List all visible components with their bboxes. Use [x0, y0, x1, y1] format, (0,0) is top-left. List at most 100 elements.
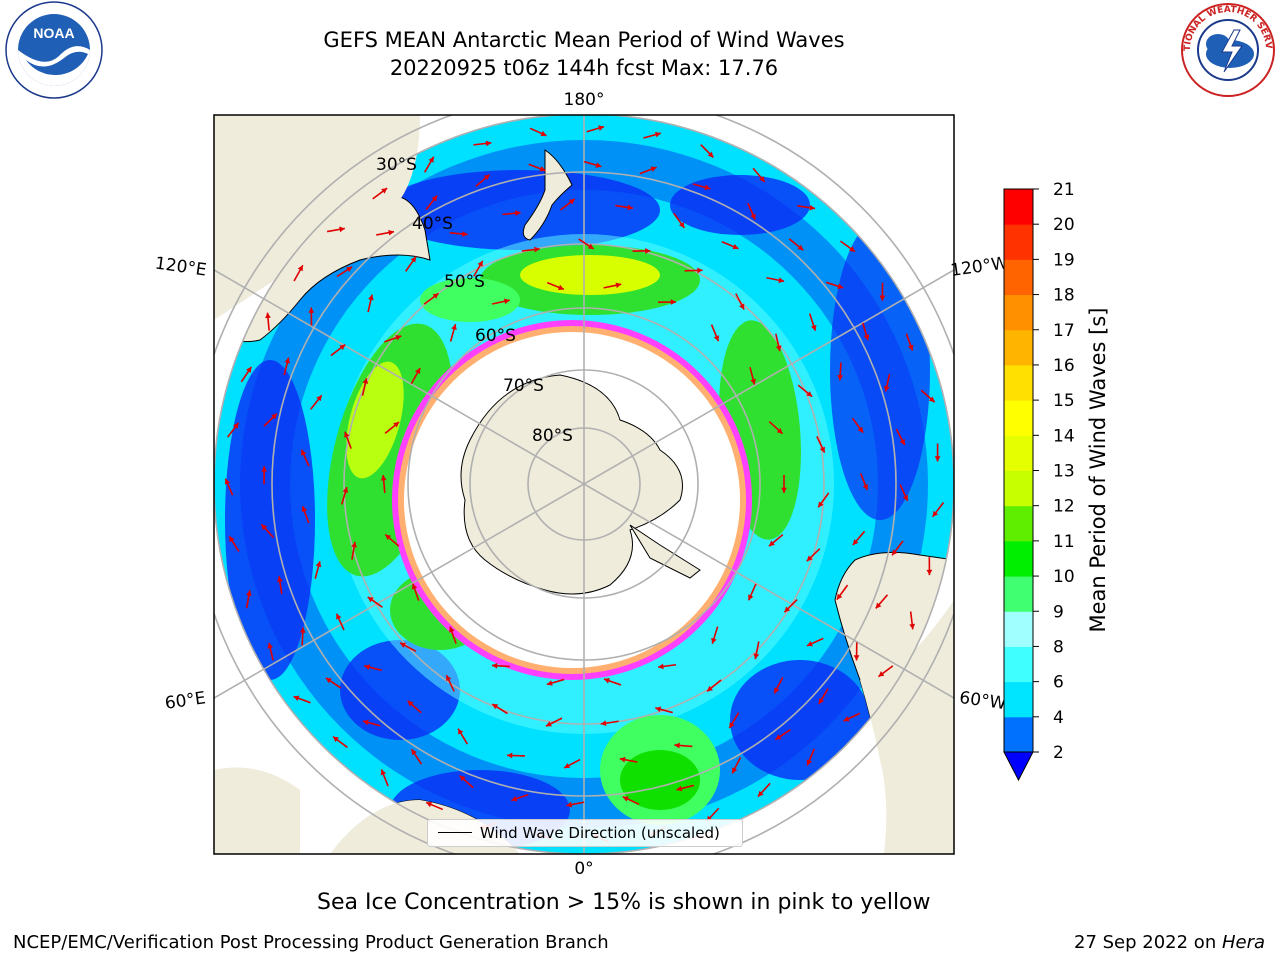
wind-arrow-head [301, 449, 307, 456]
wind-arrow-head [344, 431, 350, 438]
colorbar-tick-label: 8 [1053, 637, 1064, 657]
wind-arrow-head [818, 698, 825, 705]
wind-arrow-head [750, 378, 756, 385]
wind-arrow-head [315, 561, 322, 568]
wind-arrow-head [415, 367, 421, 374]
wind-arrow-head [902, 494, 909, 501]
wind-arrow-head [277, 576, 283, 582]
lon-label-180: 180° [564, 90, 605, 110]
lon-label-120e: 120°E [154, 254, 208, 281]
lat-label-40s: 40°S [412, 214, 453, 234]
wind-arrow-head [837, 283, 844, 289]
wind-arrow-head [862, 484, 869, 491]
wind-arrow-head [308, 307, 315, 313]
colorbar-segment [1004, 646, 1033, 683]
colorbar-tick-label: 4 [1053, 708, 1064, 728]
colorbar-tick-label: 11 [1053, 532, 1075, 552]
wind-arrow-head [449, 626, 455, 633]
wind-arrow-head [836, 593, 843, 600]
lat-label-50s: 50°S [444, 272, 485, 292]
wind-arrow-head [768, 540, 775, 547]
wind-arrow-head [704, 184, 711, 191]
wind-arrow-head [299, 627, 306, 633]
chart-title: GEFS MEAN Antarctic Mean Period of Wind … [323, 28, 845, 52]
wind-arrow-head [650, 166, 657, 172]
wind-arrow-head [774, 687, 780, 694]
wind-arrow-head [711, 637, 717, 644]
wind-arrow-head [837, 375, 844, 381]
wind-arrow-head [351, 541, 357, 548]
wind-arrow-head [346, 266, 353, 273]
wind-arrow-head [477, 260, 483, 267]
wind-arrow-head [892, 549, 898, 556]
colorbar-tick-label: 13 [1053, 462, 1075, 482]
wind-arrow-head [852, 539, 859, 545]
wind-arrow-head [654, 131, 661, 138]
wind-arrow-head [878, 671, 885, 677]
colorbar-segment [1004, 540, 1033, 577]
wind-arrow-head [875, 602, 882, 609]
wind-arrow-head [843, 716, 850, 722]
wind-arrow-head [926, 569, 933, 576]
wind-arrow-head [806, 759, 812, 766]
colorbar-tick-label: 16 [1053, 356, 1075, 376]
wind-arrow-head [806, 391, 813, 397]
colorbar-tick-label: 15 [1053, 391, 1075, 411]
wind-arrow-head [428, 156, 434, 163]
wind-arrow-head [459, 775, 466, 782]
wind-arrow-head [362, 719, 369, 726]
wind-arrow-head [393, 421, 400, 428]
wind-arrow-head [568, 199, 575, 205]
wind-arrow-head [411, 749, 417, 756]
wind-arrow-head [407, 700, 414, 707]
wind-arrow-head [849, 246, 856, 252]
wind-arrow-head [342, 487, 349, 493]
footer-credit: NCEP/EMC/Verification Post Processing Pr… [13, 932, 609, 953]
wind-arrow-head [806, 555, 813, 562]
colorbar-segment [1004, 611, 1033, 647]
wind-arrow-head [806, 641, 813, 647]
ice-note: Sea Ice Concentration > 15% is shown in … [317, 890, 931, 915]
wind-arrow-head [368, 294, 374, 301]
wind-arrow-head [853, 655, 860, 661]
wind-arrow-head [546, 680, 553, 686]
wind-arrow-head [380, 475, 387, 481]
wind-arrow-head [759, 176, 765, 182]
colorbar-segment [1004, 470, 1033, 507]
lon-label-0: 0° [574, 859, 593, 879]
wind-arrow-head [748, 594, 754, 601]
colorbar-tick-label: 20 [1053, 215, 1075, 235]
colorbar-tick-label: 2 [1053, 743, 1064, 763]
wind-arrow-head [899, 439, 905, 446]
wind-arrow-head [545, 721, 552, 727]
wind-arrow-head [246, 590, 252, 597]
nws-logo-icon: NATIONAL WEATHER SERVICE [1178, 2, 1275, 97]
wind-arrow-head [515, 210, 521, 216]
wind-arrow-head [707, 685, 713, 692]
wind-arrow-head [603, 678, 610, 684]
wind-arrow-head [316, 395, 322, 402]
wind-arrow-head [566, 801, 573, 808]
wind-arrow-head [797, 244, 804, 251]
wind-arrow-head [388, 229, 394, 236]
wind-arrow-head [507, 752, 513, 759]
wind-arrow-head [431, 195, 438, 202]
colorbar-tick-label: 10 [1053, 567, 1075, 587]
wind-arrow-head [539, 166, 546, 172]
wind-arrow-head [399, 642, 406, 648]
wind-arrow-head [595, 162, 602, 168]
footer-date: 27 Sep 2022 on Hera [1074, 932, 1265, 953]
wind-arrow-head [857, 426, 864, 433]
wind-arrow-head [364, 664, 371, 670]
wind-arrow-head [750, 213, 756, 220]
noaa-logo-icon: NOAA [5, 1, 103, 99]
wind-arrow-head [432, 293, 439, 299]
wind-arrow-head [879, 295, 886, 301]
chart-subtitle: 20220925 t06z 144h fcst Max: 17.76 [389, 56, 779, 80]
wind-arrow-head [511, 795, 518, 802]
wind-arrow-head [284, 357, 291, 364]
colorbar: 2 4 6 8 9 10 11 12 13 14 15 16 17 18 19 20 21 [1003, 180, 1075, 782]
wind-arrow-head [367, 596, 374, 603]
wind-arrow-head [325, 677, 332, 684]
wind-arrow-head [655, 706, 662, 713]
